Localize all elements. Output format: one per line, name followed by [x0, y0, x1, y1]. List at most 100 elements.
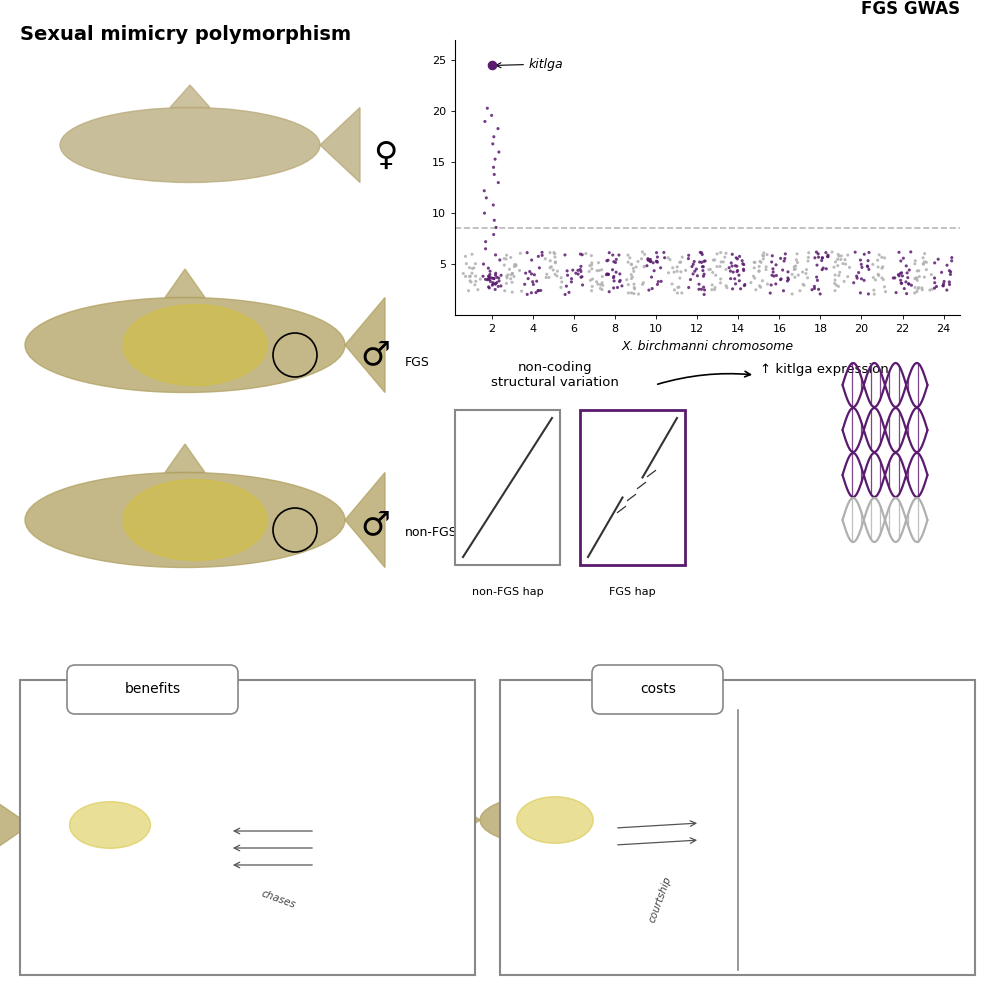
Point — [810, 246, 826, 262]
Point — [553, 279, 569, 295]
Point — [666, 264, 682, 280]
Point — [664, 276, 680, 292]
Point — [468, 268, 484, 284]
Point — [828, 277, 844, 293]
Point — [890, 267, 906, 283]
Point — [534, 244, 550, 260]
Point — [903, 277, 919, 293]
Point — [582, 272, 598, 288]
Point — [584, 257, 600, 273]
Point — [546, 245, 562, 261]
Point — [936, 276, 952, 292]
Point — [529, 273, 545, 289]
Point — [591, 262, 607, 278]
Point — [585, 271, 601, 287]
Point — [487, 267, 503, 283]
Point — [665, 260, 681, 276]
Point — [780, 271, 796, 287]
Point — [927, 270, 943, 286]
Point — [582, 258, 598, 274]
Point — [840, 269, 856, 285]
Point — [809, 257, 825, 273]
Point — [625, 260, 641, 276]
Point — [531, 260, 547, 276]
Point — [875, 259, 891, 275]
Point — [695, 263, 711, 279]
Point — [488, 219, 504, 235]
Point — [624, 269, 640, 285]
Point — [724, 258, 740, 274]
Point — [763, 277, 779, 293]
Point — [838, 256, 854, 272]
Point — [487, 151, 503, 167]
Point — [927, 280, 943, 296]
Point — [900, 270, 916, 286]
Polygon shape — [565, 822, 605, 867]
Point — [915, 256, 931, 272]
Point — [815, 260, 831, 276]
Point — [779, 273, 795, 289]
Point — [489, 275, 505, 291]
Point — [756, 245, 772, 261]
Point — [887, 270, 903, 286]
Point — [856, 246, 872, 262]
Point — [731, 273, 747, 289]
Point — [893, 253, 909, 269]
Point — [909, 272, 925, 288]
Point — [598, 267, 614, 283]
Point — [485, 276, 501, 292]
Point — [482, 273, 498, 289]
Point — [927, 275, 943, 291]
Point — [709, 259, 725, 275]
Point — [867, 272, 883, 288]
Point — [512, 262, 528, 278]
Point — [835, 256, 851, 272]
Point — [484, 57, 500, 73]
Point — [649, 254, 665, 270]
Point — [768, 267, 784, 283]
Point — [718, 245, 734, 261]
Point — [523, 285, 539, 301]
Point — [878, 284, 894, 300]
Point — [681, 247, 697, 263]
Point — [854, 271, 870, 287]
Point — [837, 252, 853, 268]
Point — [481, 280, 497, 296]
Point — [614, 278, 630, 294]
Point — [533, 282, 549, 298]
Point — [608, 251, 624, 267]
Point — [754, 273, 770, 289]
Point — [488, 247, 504, 263]
Point — [923, 267, 939, 283]
Point — [859, 258, 875, 274]
Point — [696, 279, 712, 295]
Point — [818, 261, 834, 277]
Point — [773, 271, 789, 287]
Point — [547, 255, 563, 271]
Point — [746, 260, 762, 276]
Point — [606, 269, 622, 285]
Point — [870, 266, 886, 282]
Point — [537, 251, 553, 267]
Point — [911, 280, 927, 296]
Point — [907, 256, 923, 272]
Point — [697, 253, 713, 269]
Point — [944, 253, 960, 269]
Point — [530, 248, 546, 264]
Point — [871, 267, 887, 283]
Point — [790, 267, 806, 283]
Point — [830, 251, 846, 267]
Point — [728, 250, 744, 266]
Ellipse shape — [605, 822, 755, 867]
Point — [656, 244, 672, 260]
Point — [669, 263, 685, 279]
Point — [486, 270, 502, 286]
Point — [784, 286, 800, 302]
Point — [691, 281, 707, 297]
Polygon shape — [100, 781, 140, 798]
Point — [478, 234, 494, 250]
Point — [475, 268, 491, 284]
Point — [840, 247, 856, 263]
Point — [637, 246, 653, 262]
Point — [755, 247, 771, 263]
